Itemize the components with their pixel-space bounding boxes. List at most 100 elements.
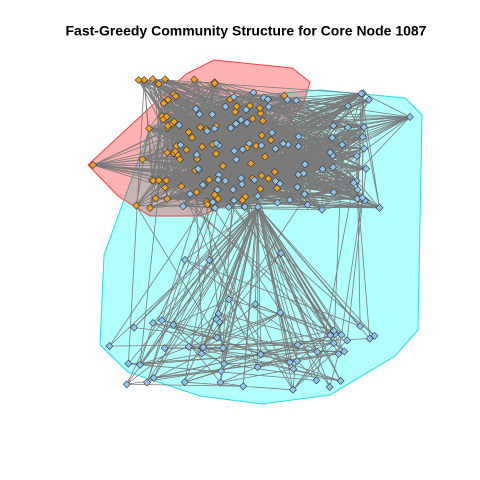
node bbox=[149, 319, 157, 327]
node bbox=[214, 194, 222, 203]
node bbox=[179, 202, 188, 211]
node bbox=[182, 145, 191, 154]
edge bbox=[184, 334, 331, 383]
node bbox=[343, 336, 352, 345]
edge bbox=[297, 186, 363, 199]
node bbox=[171, 147, 180, 156]
node bbox=[175, 121, 184, 130]
node bbox=[219, 162, 228, 170]
edge bbox=[161, 115, 237, 125]
node bbox=[163, 148, 172, 157]
node bbox=[212, 139, 221, 148]
edge bbox=[257, 206, 281, 313]
edge bbox=[257, 206, 375, 337]
node bbox=[337, 330, 346, 339]
edge bbox=[153, 206, 259, 379]
edge bbox=[184, 259, 361, 327]
node bbox=[124, 359, 133, 368]
node bbox=[261, 152, 269, 161]
node bbox=[203, 200, 212, 209]
edge bbox=[184, 106, 238, 383]
node bbox=[242, 105, 251, 114]
node bbox=[195, 110, 204, 119]
node bbox=[293, 357, 302, 365]
node bbox=[246, 159, 255, 168]
node bbox=[154, 79, 163, 88]
node bbox=[326, 331, 335, 340]
edge bbox=[164, 78, 305, 195]
edge bbox=[214, 81, 333, 139]
edge bbox=[139, 259, 210, 366]
node bbox=[229, 93, 238, 101]
edge bbox=[255, 303, 331, 336]
node bbox=[192, 150, 201, 159]
node bbox=[270, 167, 279, 176]
node bbox=[253, 363, 262, 372]
edge bbox=[362, 93, 364, 198]
edge bbox=[304, 137, 333, 195]
node bbox=[176, 141, 185, 149]
edge bbox=[198, 168, 367, 171]
node bbox=[162, 176, 171, 185]
node bbox=[161, 183, 169, 192]
node bbox=[212, 149, 221, 158]
node bbox=[294, 132, 303, 141]
node bbox=[245, 139, 254, 148]
edge bbox=[166, 97, 264, 118]
node bbox=[157, 316, 166, 325]
edge bbox=[188, 338, 370, 348]
edge bbox=[329, 353, 339, 388]
node bbox=[238, 196, 247, 205]
edge bbox=[250, 118, 254, 164]
node bbox=[357, 89, 366, 98]
node bbox=[362, 164, 371, 173]
edge bbox=[257, 206, 298, 362]
node bbox=[257, 141, 266, 150]
plot-title: Fast-Greedy Community Structure for Core… bbox=[66, 23, 427, 39]
edge bbox=[146, 312, 281, 383]
node bbox=[184, 128, 193, 137]
node bbox=[292, 96, 301, 105]
node bbox=[216, 378, 225, 387]
node bbox=[293, 183, 302, 192]
edge bbox=[161, 319, 318, 353]
node bbox=[336, 376, 345, 385]
edge bbox=[257, 206, 331, 336]
node bbox=[318, 205, 326, 214]
edge bbox=[196, 145, 299, 193]
edge bbox=[133, 180, 276, 328]
edge bbox=[296, 360, 317, 381]
node bbox=[154, 176, 163, 185]
node bbox=[329, 326, 338, 335]
node bbox=[329, 339, 338, 348]
edge bbox=[363, 92, 411, 118]
node bbox=[294, 142, 303, 151]
edge bbox=[184, 381, 293, 391]
node bbox=[239, 382, 248, 391]
node bbox=[149, 176, 158, 185]
edge bbox=[254, 206, 259, 305]
node bbox=[279, 139, 288, 148]
edge bbox=[260, 342, 334, 355]
edge bbox=[139, 206, 259, 366]
node bbox=[213, 333, 221, 342]
node bbox=[237, 115, 245, 124]
node bbox=[273, 184, 282, 193]
edge bbox=[264, 156, 323, 211]
node bbox=[255, 104, 264, 113]
edge bbox=[184, 206, 259, 261]
node bbox=[256, 109, 265, 118]
node bbox=[256, 184, 265, 193]
node bbox=[232, 119, 241, 128]
edge bbox=[139, 322, 154, 365]
edge bbox=[128, 206, 259, 364]
edge bbox=[257, 342, 334, 368]
edge bbox=[135, 128, 150, 206]
node bbox=[134, 76, 143, 84]
edge bbox=[202, 321, 220, 349]
edge bbox=[333, 144, 343, 344]
edge bbox=[153, 370, 222, 379]
edge bbox=[166, 180, 345, 352]
node bbox=[199, 180, 207, 189]
edge bbox=[203, 312, 281, 348]
